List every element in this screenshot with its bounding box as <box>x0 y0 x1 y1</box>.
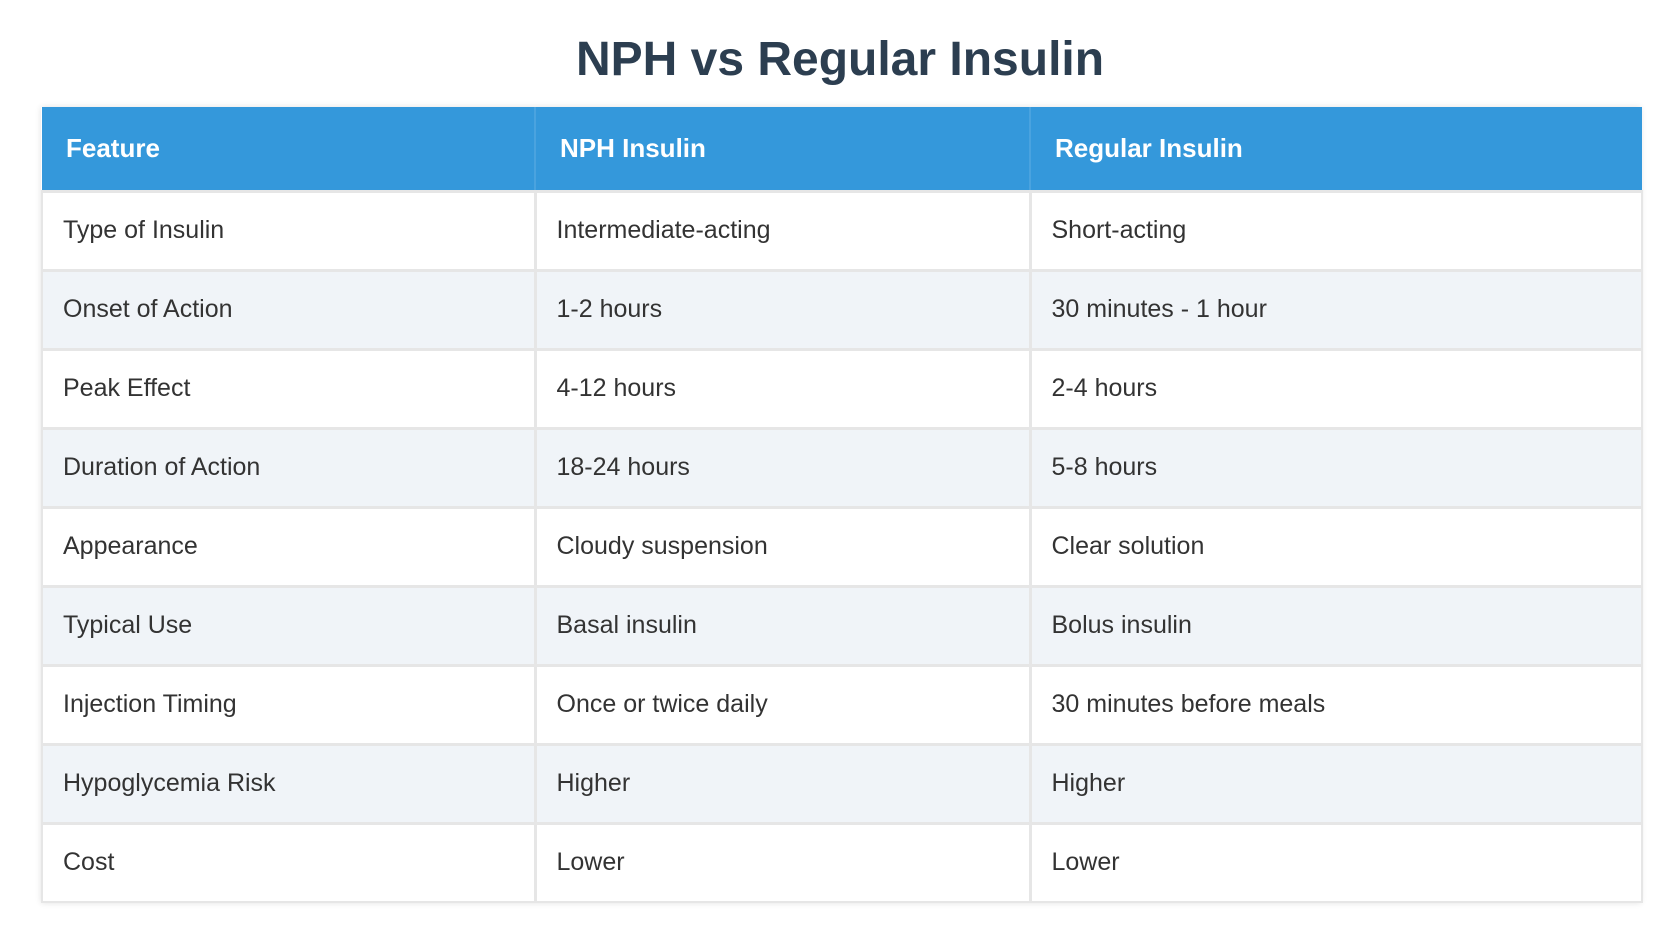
feature-cell: Peak Effect <box>41 349 537 430</box>
table-row: Cost Lower Lower <box>41 823 1643 903</box>
feature-cell: Appearance <box>41 507 537 588</box>
nph-cell: 4-12 hours <box>535 349 1032 430</box>
regular-cell: Bolus insulin <box>1030 586 1643 667</box>
feature-cell: Hypoglycemia Risk <box>41 744 537 825</box>
regular-cell: 2-4 hours <box>1030 349 1643 430</box>
header-row: Feature NPH Insulin Regular Insulin <box>42 107 1642 193</box>
regular-cell: Lower <box>1030 823 1643 903</box>
page-title: NPH vs Regular Insulin <box>575 33 1105 86</box>
regular-cell: 30 minutes before meals <box>1030 665 1643 746</box>
feature-cell: Onset of Action <box>41 270 537 351</box>
header-regular-insulin: Regular Insulin <box>1030 107 1642 193</box>
table-row: Peak Effect 4-12 hours 2-4 hours <box>41 349 1643 430</box>
nph-cell: Basal insulin <box>535 586 1032 667</box>
feature-cell: Cost <box>41 823 537 903</box>
feature-cell: Duration of Action <box>41 428 537 509</box>
regular-cell: Clear solution <box>1030 507 1643 588</box>
comparison-table-container: Feature NPH Insulin Regular Insulin Type… <box>41 107 1643 903</box>
nph-cell: Intermediate-acting <box>535 191 1032 272</box>
table-row: Type of Insulin Intermediate-acting Shor… <box>41 191 1643 272</box>
table-header: Feature NPH Insulin Regular Insulin <box>42 107 1642 193</box>
regular-cell: Short-acting <box>1030 191 1643 272</box>
feature-cell: Type of Insulin <box>41 191 537 272</box>
nph-cell: 18-24 hours <box>535 428 1032 509</box>
regular-cell: Higher <box>1030 744 1643 825</box>
table-row: Hypoglycemia Risk Higher Higher <box>41 744 1643 825</box>
table-row: Injection Timing Once or twice daily 30 … <box>41 665 1643 746</box>
header-nph-insulin: NPH Insulin <box>535 107 1031 193</box>
comparison-table: Feature NPH Insulin Regular Insulin Type… <box>41 107 1643 903</box>
nph-cell: Lower <box>535 823 1032 903</box>
nph-cell: Cloudy suspension <box>535 507 1032 588</box>
feature-cell: Injection Timing <box>41 665 537 746</box>
table-row: Duration of Action 18-24 hours 5-8 hours <box>41 428 1643 509</box>
table-body: Type of Insulin Intermediate-acting Shor… <box>41 191 1643 903</box>
feature-cell: Typical Use <box>41 586 537 667</box>
table-row: Onset of Action 1-2 hours 30 minutes - 1… <box>41 270 1643 351</box>
nph-cell: Once or twice daily <box>535 665 1032 746</box>
nph-cell: 1-2 hours <box>535 270 1032 351</box>
regular-cell: 30 minutes - 1 hour <box>1030 270 1643 351</box>
table-row: Typical Use Basal insulin Bolus insulin <box>41 586 1643 667</box>
nph-cell: Higher <box>535 744 1032 825</box>
header-feature: Feature <box>42 107 536 193</box>
table-row: Appearance Cloudy suspension Clear solut… <box>41 507 1643 588</box>
regular-cell: 5-8 hours <box>1030 428 1643 509</box>
